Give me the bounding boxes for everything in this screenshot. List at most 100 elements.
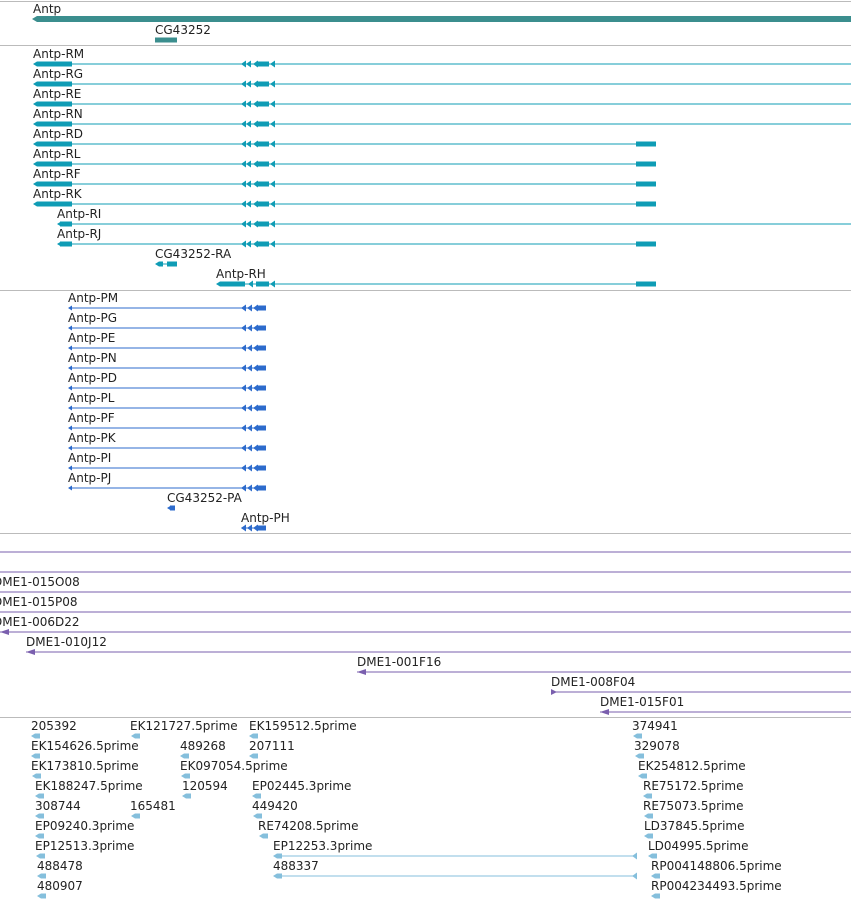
est-label[interactable]: 207111: [249, 739, 295, 753]
exon-block[interactable]: [256, 325, 266, 331]
est-label[interactable]: 329078: [634, 739, 680, 753]
exon-block[interactable]: [170, 505, 175, 511]
exon-block[interactable]: [220, 281, 245, 287]
exon-block[interactable]: [37, 141, 72, 147]
protein-label[interactable]: Antp-PJ: [68, 471, 111, 485]
exon-block[interactable]: [256, 181, 269, 187]
exon-block[interactable]: [655, 873, 660, 879]
exon-block[interactable]: [636, 241, 656, 247]
est-label[interactable]: EP12513.3prime: [35, 839, 134, 853]
exon-block[interactable]: [40, 853, 45, 859]
exon-block[interactable]: [637, 733, 642, 739]
exon-block[interactable]: [35, 753, 40, 759]
exon-block[interactable]: [135, 733, 140, 739]
est-label[interactable]: EK121727.5prime: [130, 719, 238, 733]
clone-label[interactable]: DME1-006D22: [0, 615, 80, 629]
est-label[interactable]: 488478: [37, 859, 83, 873]
exon-block[interactable]: [253, 733, 258, 739]
exon-block[interactable]: [639, 753, 644, 759]
transcript-label[interactable]: Antp-RD: [33, 127, 83, 141]
exon-block[interactable]: [636, 201, 656, 207]
exon-block[interactable]: [256, 425, 266, 431]
est-label[interactable]: EK254812.5prime: [638, 759, 746, 773]
exon-block[interactable]: [39, 813, 44, 819]
exon-block[interactable]: [256, 221, 269, 227]
exon-block[interactable]: [256, 141, 269, 147]
transcript-label[interactable]: Antp-RK: [33, 187, 83, 201]
est-label[interactable]: 480907: [37, 879, 83, 893]
exon-block[interactable]: [35, 733, 40, 739]
exon-block[interactable]: [256, 81, 269, 87]
exon-block[interactable]: [36, 773, 41, 779]
est-label[interactable]: EK097054.5prime: [180, 759, 288, 773]
exon-block[interactable]: [256, 405, 266, 411]
exon-block[interactable]: [37, 101, 72, 107]
exon-block[interactable]: [41, 873, 46, 879]
est-label[interactable]: 488337: [273, 859, 319, 873]
exon-block[interactable]: [636, 181, 656, 187]
exon-block[interactable]: [37, 16, 851, 22]
exon-block[interactable]: [37, 181, 72, 187]
exon-block[interactable]: [37, 201, 72, 207]
exon-block[interactable]: [636, 281, 656, 287]
transcript-label[interactable]: Antp-RL: [33, 147, 81, 161]
exon-block[interactable]: [636, 141, 656, 147]
est-label[interactable]: EK159512.5prime: [249, 719, 357, 733]
exon-block[interactable]: [636, 161, 656, 167]
exon-block[interactable]: [39, 833, 44, 839]
exon-block[interactable]: [256, 793, 261, 799]
exon-block[interactable]: [256, 281, 269, 287]
protein-label[interactable]: Antp-PM: [68, 291, 118, 305]
gene-label-antp[interactable]: Antp: [33, 2, 61, 16]
transcript-label[interactable]: Antp-RF: [33, 167, 81, 181]
exon-block[interactable]: [256, 525, 266, 531]
exon-block[interactable]: [37, 81, 72, 87]
exon-block[interactable]: [186, 793, 191, 799]
transcript-label[interactable]: Antp-RI: [57, 207, 101, 221]
protein-label[interactable]: Antp-PE: [68, 331, 115, 345]
est-label[interactable]: RP004234493.5prime: [651, 879, 782, 893]
exon-block[interactable]: [41, 893, 46, 899]
transcript-label[interactable]: Antp-RH: [216, 267, 266, 281]
transcript-label[interactable]: Antp-RN: [33, 107, 83, 121]
protein-label[interactable]: Antp-PN: [68, 351, 117, 365]
transcript-label[interactable]: CG43252-RA: [155, 247, 232, 261]
exon-block[interactable]: [37, 161, 72, 167]
est-label[interactable]: RE75172.5prime: [643, 779, 744, 793]
est-label[interactable]: LD04995.5prime: [648, 839, 749, 853]
exon-block[interactable]: [256, 241, 269, 247]
est-label[interactable]: 165481: [130, 799, 176, 813]
exon-block[interactable]: [256, 61, 269, 67]
clone-label[interactable]: DME1-008F04: [551, 675, 635, 689]
est-label[interactable]: EK154626.5prime: [31, 739, 139, 753]
exon-block[interactable]: [37, 121, 72, 127]
est-label[interactable]: 120594: [182, 779, 228, 793]
protein-label[interactable]: Antp-PG: [68, 311, 117, 325]
exon-block[interactable]: [256, 385, 266, 391]
est-label[interactable]: LD37845.5prime: [644, 819, 745, 833]
clone-label[interactable]: DME1-015O08: [0, 575, 80, 589]
exon-block[interactable]: [263, 833, 268, 839]
exon-block[interactable]: [256, 305, 266, 311]
exon-block[interactable]: [648, 833, 653, 839]
clone-label[interactable]: DME1-001F16: [357, 655, 441, 669]
est-label[interactable]: 205392: [31, 719, 77, 733]
protein-label[interactable]: Antp-PH: [241, 511, 290, 525]
exon-block[interactable]: [257, 813, 262, 819]
est-label[interactable]: EP02445.3prime: [252, 779, 351, 793]
exon-block[interactable]: [60, 241, 72, 247]
exon-block[interactable]: [256, 365, 266, 371]
exon-block[interactable]: [256, 465, 266, 471]
exon-block[interactable]: [652, 853, 657, 859]
transcript-label[interactable]: Antp-RM: [33, 47, 84, 61]
clone-label[interactable]: DME1-010J12: [26, 635, 107, 649]
est-label[interactable]: 489268: [180, 739, 226, 753]
exon-block[interactable]: [655, 893, 660, 899]
clone-label[interactable]: DME1-015P08: [0, 595, 78, 609]
est-label[interactable]: EK188247.5prime: [35, 779, 143, 793]
exon-block[interactable]: [185, 773, 190, 779]
protein-label[interactable]: Antp-PI: [68, 451, 111, 465]
transcript-label[interactable]: Antp-RJ: [57, 227, 101, 241]
protein-label[interactable]: Antp-PF: [68, 411, 115, 425]
exon-block[interactable]: [39, 793, 44, 799]
